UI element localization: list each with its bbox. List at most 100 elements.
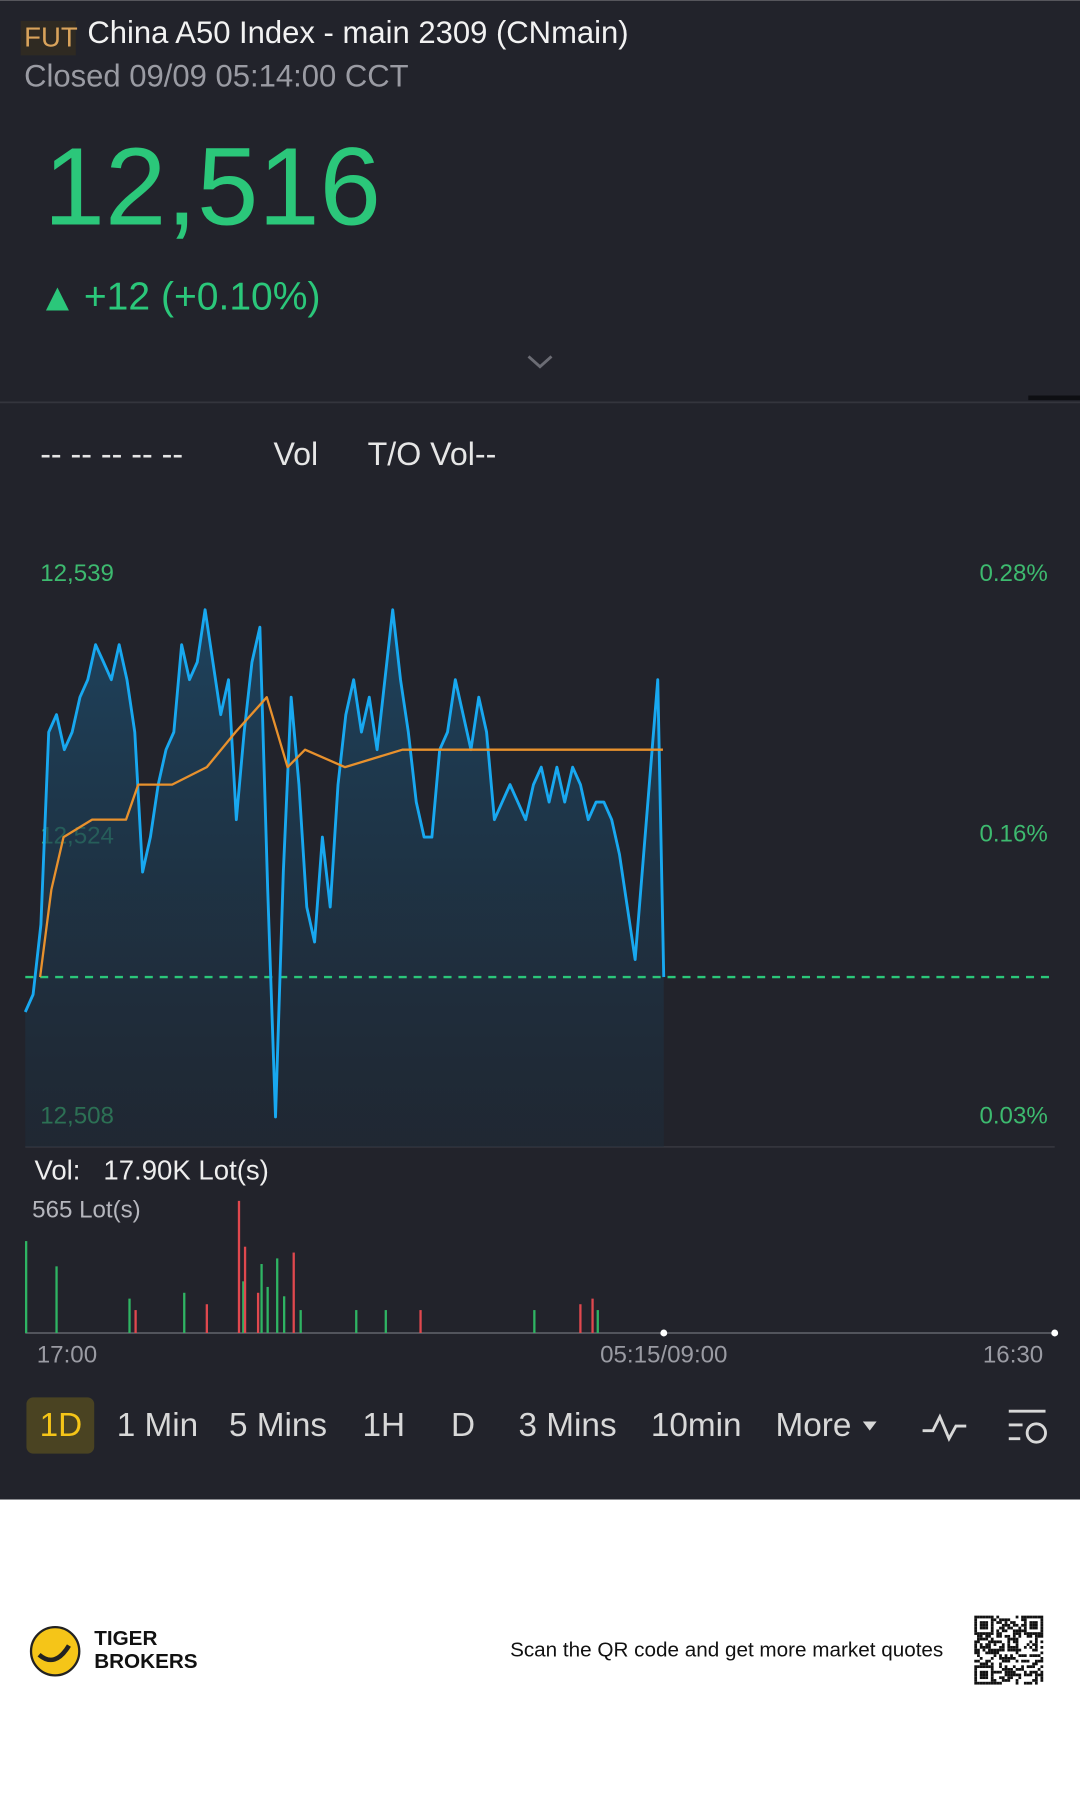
tab[interactable]: 10min	[651, 1407, 742, 1444]
qr-cell	[1037, 1632, 1041, 1635]
qr-cell	[1004, 1618, 1008, 1622]
qr-cell	[1001, 1676, 1005, 1680]
qr-cell	[979, 1632, 983, 1635]
volume-bar	[55, 1266, 58, 1333]
tab[interactable]: 1D	[40, 1407, 83, 1444]
qr-cell	[1010, 1670, 1013, 1674]
qr-cell	[1007, 1670, 1011, 1674]
tab[interactable]: More	[776, 1407, 852, 1444]
indicator[interactable]: Vol	[273, 436, 318, 472]
qr-cell	[985, 1659, 989, 1663]
qr-cell	[1040, 1659, 1044, 1663]
qr-cell	[974, 1618, 978, 1622]
volume-bar	[419, 1310, 422, 1333]
qr-cell	[1040, 1634, 1044, 1638]
qr-cell	[1037, 1659, 1041, 1663]
qr-cell	[974, 1676, 978, 1680]
volume-bar	[596, 1310, 599, 1333]
tab[interactable]: D	[451, 1407, 475, 1444]
tab[interactable]: 1 Min	[117, 1407, 198, 1444]
qr-cell	[999, 1648, 1002, 1652]
qr-cell	[1010, 1673, 1013, 1677]
qr-cell	[979, 1634, 983, 1638]
volume-bar	[24, 1241, 28, 1333]
price-line	[23, 608, 666, 1119]
average-line	[38, 696, 663, 978]
qr-cell	[1007, 1659, 1011, 1663]
indicator[interactable]: T/O Vol--	[368, 436, 497, 472]
qr-cell	[1001, 1648, 1005, 1652]
y2-tick-label: 0.03%	[979, 1102, 1047, 1129]
qr-cell	[996, 1681, 1000, 1685]
tab[interactable]: 5 Mins	[229, 1407, 327, 1444]
qr-cell	[1029, 1632, 1033, 1635]
qr-cell	[1023, 1621, 1027, 1624]
qr-cell	[1034, 1623, 1038, 1627]
qr-cell	[1029, 1626, 1033, 1630]
qr-cell	[977, 1681, 980, 1685]
scan-text: Scan the QR code and get more market quo…	[510, 1639, 943, 1662]
qr-cell	[1007, 1637, 1011, 1641]
qr-cell	[974, 1681, 978, 1685]
qr-cell	[1007, 1643, 1011, 1646]
qr-cell	[1015, 1615, 1019, 1619]
qr-cell	[1034, 1681, 1038, 1685]
settings-icon[interactable]	[1008, 1409, 1047, 1444]
qr-cell	[1018, 1654, 1022, 1657]
qr-cell	[982, 1665, 986, 1669]
qr-cell	[1034, 1632, 1038, 1635]
qr-cell	[996, 1651, 1000, 1655]
qr-cell	[974, 1626, 978, 1630]
qr-cell	[1023, 1670, 1027, 1674]
qr-cell	[977, 1637, 980, 1641]
qr-cell	[1026, 1632, 1030, 1635]
qr-cell	[1034, 1679, 1038, 1682]
qr-cell	[1029, 1681, 1033, 1685]
qr-cell	[1012, 1629, 1016, 1633]
tab[interactable]: 1H	[362, 1407, 405, 1444]
qr-cell	[1021, 1668, 1024, 1671]
qr-cell	[1004, 1665, 1008, 1669]
qr-cell	[1034, 1662, 1038, 1666]
qr-cell	[990, 1637, 994, 1641]
qr-cell	[1007, 1626, 1011, 1630]
title: China A50 Index - main 2309 (CNmain)	[87, 15, 628, 50]
qr-cell	[1012, 1657, 1016, 1660]
qr-cell	[974, 1651, 978, 1655]
qr-cell	[990, 1676, 994, 1680]
y-tick-label: 12,539	[40, 560, 114, 587]
logo	[29, 1625, 81, 1677]
qr-cell	[1032, 1623, 1035, 1627]
qr-cell	[1040, 1621, 1044, 1624]
logo-stripe	[37, 1644, 71, 1663]
qr-cell	[1034, 1643, 1038, 1646]
qr-cell	[985, 1623, 989, 1627]
qr-cell	[1023, 1632, 1027, 1635]
qr-cell	[996, 1648, 1000, 1652]
qr-cell	[1029, 1670, 1033, 1674]
qr-cell	[977, 1654, 980, 1657]
qr-cell	[1029, 1665, 1033, 1669]
qr-cell	[974, 1665, 978, 1669]
qr-cell	[1015, 1681, 1019, 1685]
tab[interactable]: 3 Mins	[519, 1407, 617, 1444]
qr-cell	[1001, 1668, 1005, 1671]
qr-cell	[1021, 1615, 1024, 1619]
qr-cell	[990, 1629, 994, 1633]
volume-bar	[134, 1310, 137, 1333]
qr-cell	[977, 1648, 980, 1652]
qr-cell	[990, 1681, 994, 1685]
expand-chevron[interactable]	[527, 355, 553, 369]
x-tick-label: 17:00	[37, 1341, 97, 1368]
qr-cell	[1012, 1621, 1016, 1624]
indicator-icon[interactable]	[922, 1413, 967, 1443]
qr-cell	[982, 1645, 986, 1649]
qr-cell	[1015, 1637, 1019, 1641]
qr-cell	[1040, 1640, 1044, 1644]
qr-cell	[1004, 1621, 1008, 1624]
qr-cell	[979, 1643, 983, 1646]
qr-cell	[990, 1662, 994, 1666]
qr-cell	[1040, 1673, 1044, 1677]
qr-cell	[974, 1679, 978, 1682]
